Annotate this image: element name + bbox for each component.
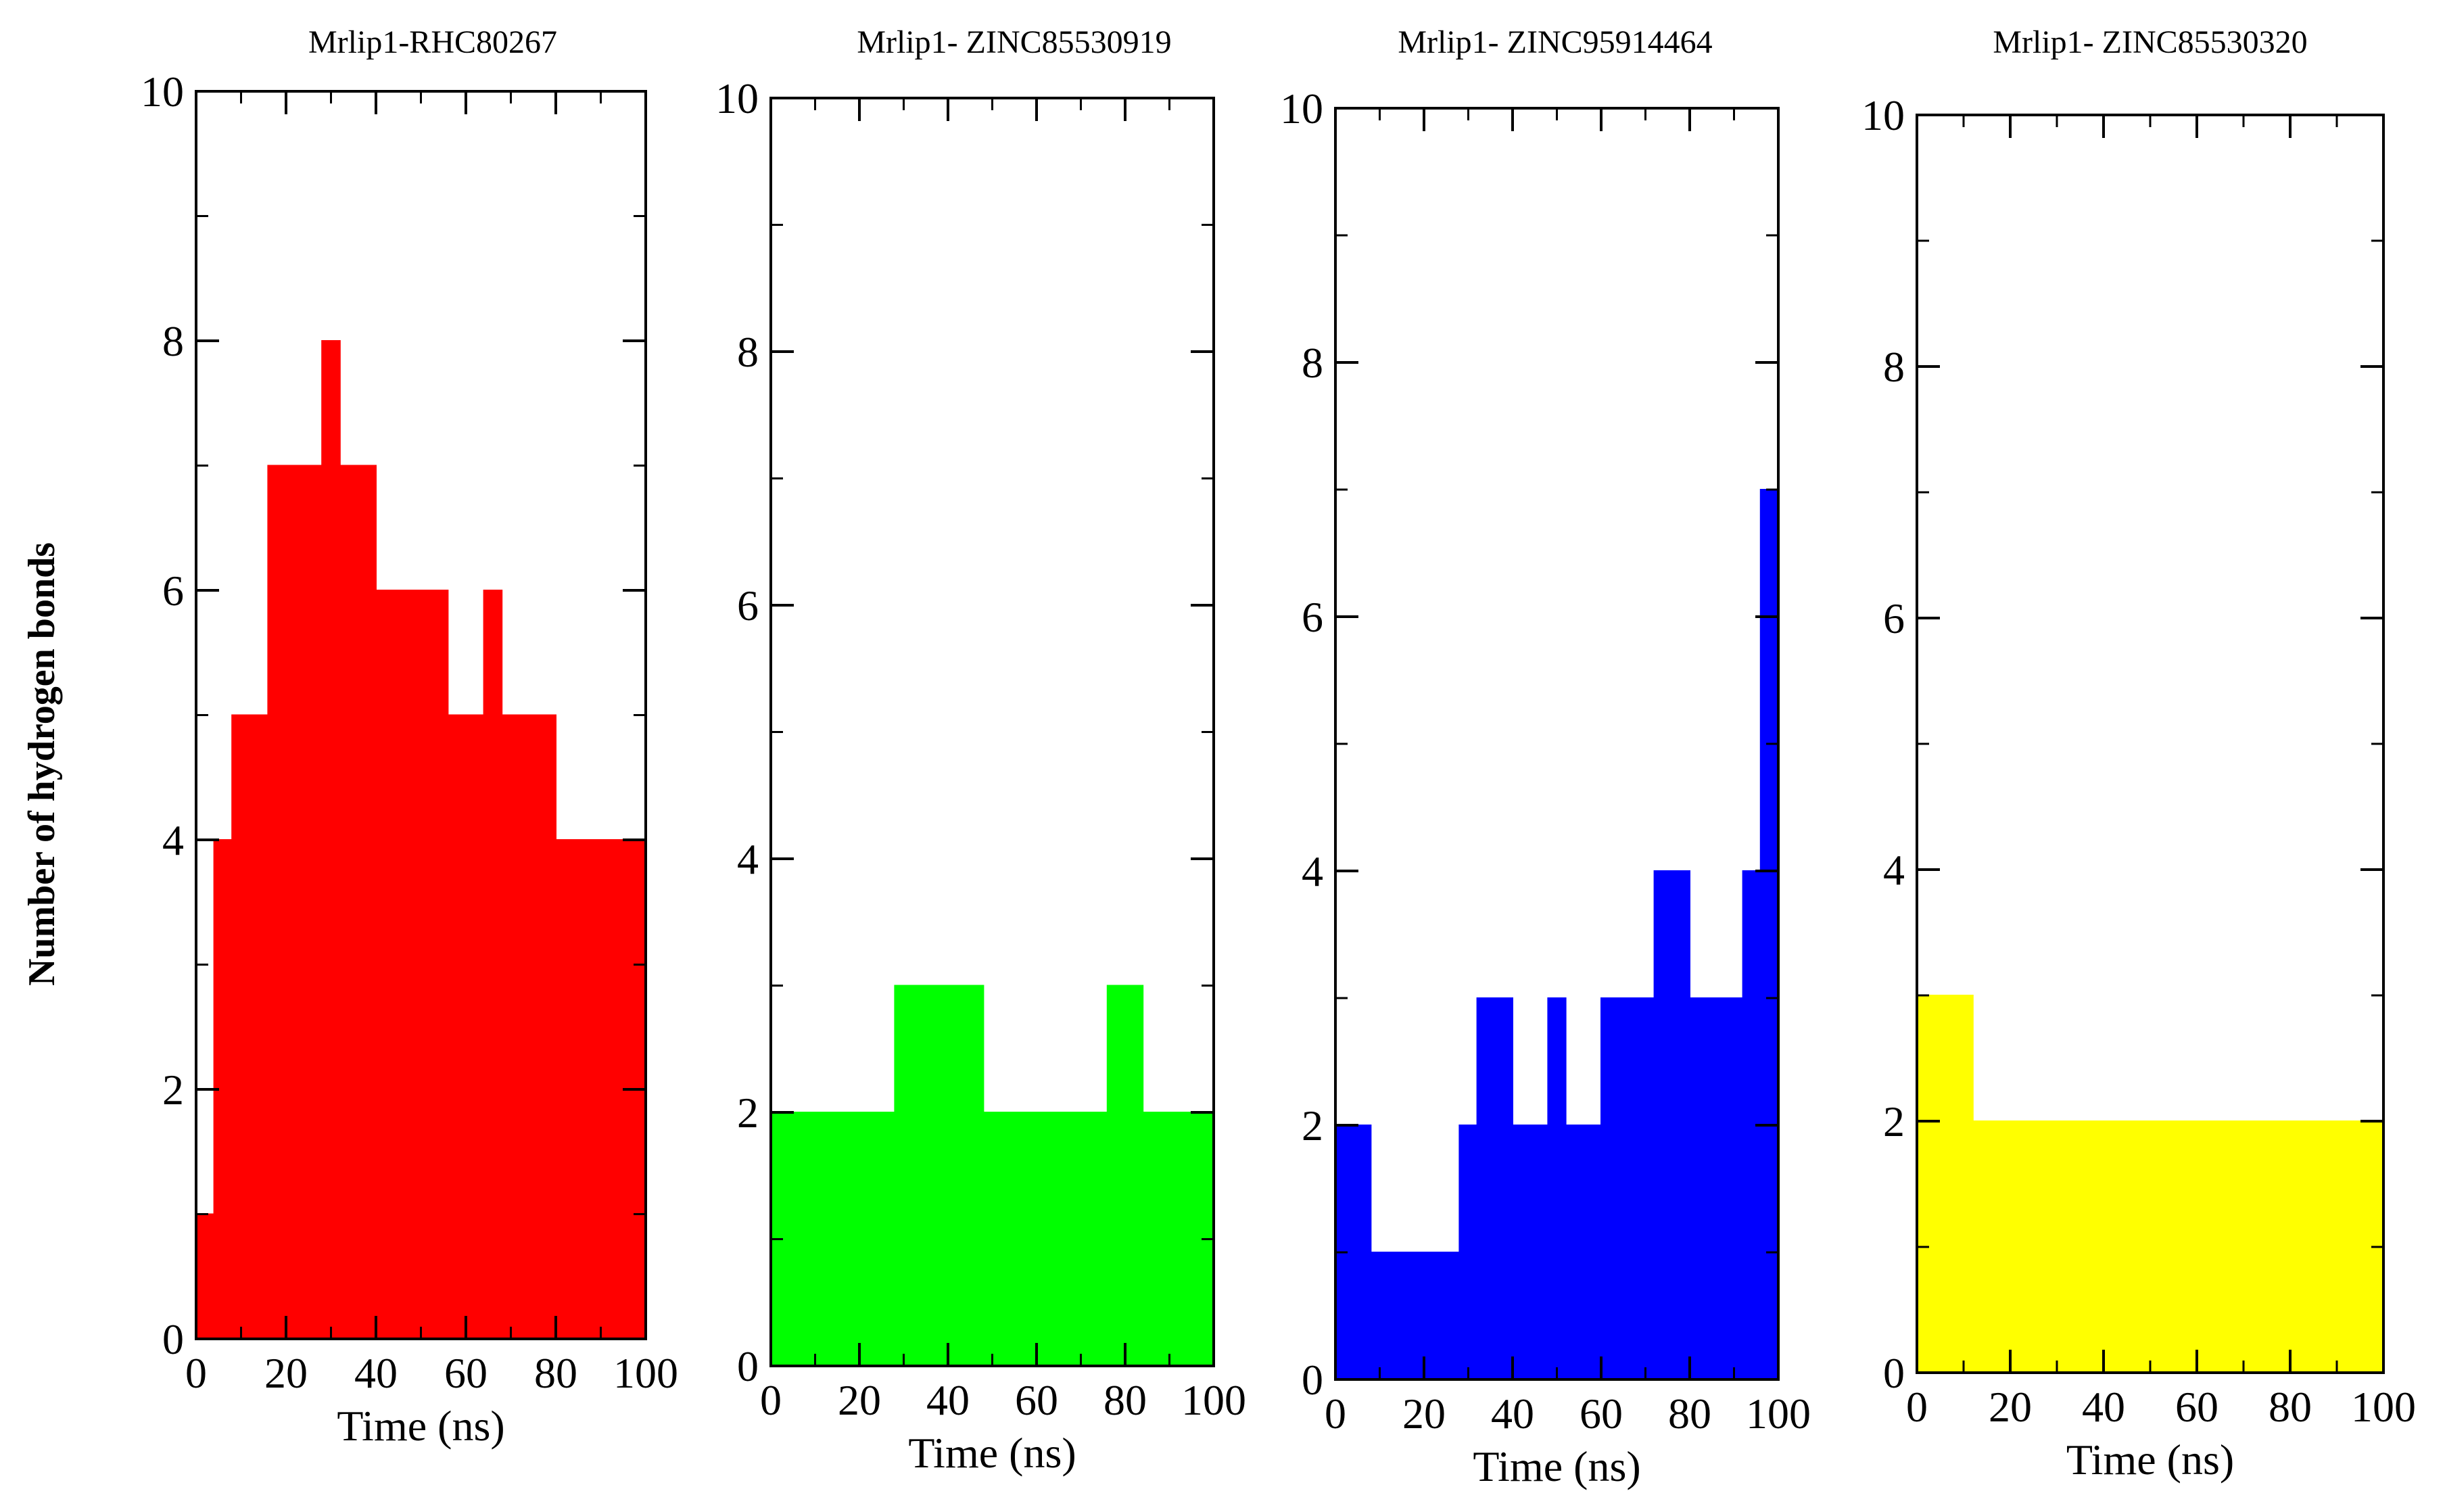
- shared-y-axis-label: Number of hydrogen bonds: [21, 542, 63, 986]
- chart-title: Mrlip1- ZINC85530320: [1993, 24, 2307, 60]
- y-tick-label: 8: [162, 317, 184, 365]
- y-tick-label: 10: [1280, 85, 1323, 133]
- y-tick-label: 0: [1883, 1349, 1905, 1397]
- y-tick-label: 10: [1861, 91, 1905, 139]
- x-tick-label: 60: [1580, 1390, 1623, 1438]
- x-tick-label: 60: [1015, 1376, 1058, 1424]
- y-tick-label: 4: [1302, 847, 1323, 895]
- x-tick-label: 20: [264, 1349, 308, 1397]
- y-tick-label: 8: [737, 328, 759, 376]
- x-tick-label: 100: [1181, 1376, 1246, 1424]
- y-tick-label: 8: [1302, 339, 1323, 387]
- x-tick-label: 20: [838, 1376, 881, 1424]
- y-tick-label: 6: [1883, 594, 1905, 642]
- x-axis-label: Time (ns): [337, 1402, 504, 1450]
- data-area: [195, 340, 646, 1340]
- x-tick-label: 0: [1325, 1390, 1346, 1438]
- y-tick-label: 6: [1302, 593, 1323, 641]
- x-tick-label: 60: [2175, 1383, 2218, 1431]
- y-tick-label: 4: [162, 816, 184, 864]
- data-area: [770, 985, 1214, 1367]
- y-tick-label: 6: [162, 567, 184, 615]
- y-tick-label: 0: [162, 1315, 184, 1363]
- x-tick-label: 100: [613, 1349, 678, 1397]
- data-area: [1916, 995, 2384, 1373]
- x-tick-label: 100: [2351, 1383, 2416, 1431]
- x-tick-label: 20: [1989, 1383, 2032, 1431]
- x-tick-label: 100: [1746, 1390, 1811, 1438]
- y-tick-label: 2: [162, 1066, 184, 1114]
- x-axis-label: Time (ns): [2066, 1436, 2234, 1484]
- y-tick-label: 10: [715, 74, 759, 122]
- y-tick-label: 8: [1883, 343, 1905, 391]
- y-tick-label: 2: [1302, 1102, 1323, 1150]
- y-tick-label: 0: [1302, 1356, 1323, 1404]
- x-tick-label: 80: [1103, 1376, 1147, 1424]
- x-tick-label: 80: [1668, 1390, 1711, 1438]
- x-tick-label: 0: [760, 1376, 782, 1424]
- y-tick-label: 4: [737, 835, 759, 883]
- x-tick-label: 80: [534, 1349, 577, 1397]
- chart-title: Mrlip1-RHC80267: [308, 24, 557, 60]
- y-tick-label: 4: [1883, 846, 1905, 894]
- x-tick-label: 40: [1491, 1390, 1534, 1438]
- y-tick-label: 6: [737, 582, 759, 630]
- x-tick-label: 0: [1906, 1383, 1928, 1431]
- y-tick-label: 2: [737, 1089, 759, 1137]
- x-tick-label: 40: [926, 1376, 970, 1424]
- x-axis-label: Time (ns): [1473, 1442, 1640, 1490]
- chart-title: Mrlip1- ZINC95914464: [1398, 24, 1712, 60]
- y-tick-label: 10: [141, 68, 184, 116]
- x-tick-label: 40: [354, 1349, 398, 1397]
- x-tick-label: 40: [2082, 1383, 2125, 1431]
- x-tick-label: 60: [444, 1349, 488, 1397]
- data-area: [1335, 489, 1779, 1380]
- y-tick-label: 2: [1883, 1097, 1905, 1145]
- chart-title: Mrlip1- ZINC85530919: [857, 24, 1171, 60]
- x-tick-label: 20: [1402, 1390, 1446, 1438]
- x-tick-label: 0: [185, 1349, 207, 1397]
- x-tick-label: 80: [2269, 1383, 2312, 1431]
- x-axis-label: Time (ns): [908, 1429, 1076, 1477]
- y-tick-label: 0: [737, 1342, 759, 1390]
